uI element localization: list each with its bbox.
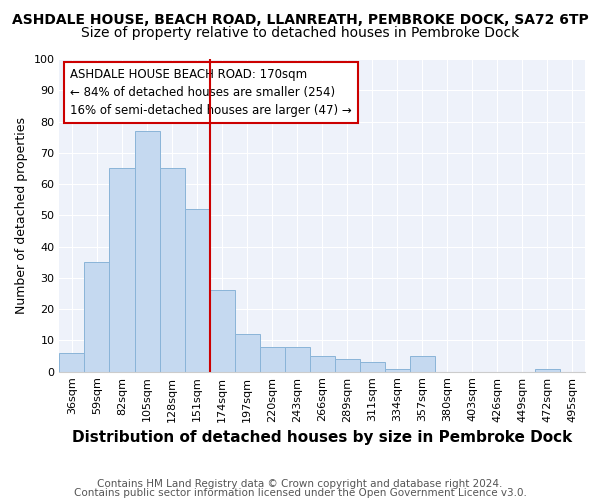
- Bar: [360, 362, 385, 372]
- Bar: [385, 368, 410, 372]
- Bar: [185, 209, 209, 372]
- Bar: [410, 356, 435, 372]
- Text: Size of property relative to detached houses in Pembroke Dock: Size of property relative to detached ho…: [81, 26, 519, 40]
- Text: ASHDALE HOUSE BEACH ROAD: 170sqm
← 84% of detached houses are smaller (254)
16% : ASHDALE HOUSE BEACH ROAD: 170sqm ← 84% o…: [70, 68, 352, 117]
- Bar: [284, 346, 310, 372]
- Bar: [335, 359, 360, 372]
- Y-axis label: Number of detached properties: Number of detached properties: [15, 117, 28, 314]
- Bar: [109, 168, 134, 372]
- X-axis label: Distribution of detached houses by size in Pembroke Dock: Distribution of detached houses by size …: [72, 430, 572, 445]
- Bar: [260, 346, 284, 372]
- Text: Contains public sector information licensed under the Open Government Licence v3: Contains public sector information licen…: [74, 488, 526, 498]
- Bar: [535, 368, 560, 372]
- Bar: [85, 262, 109, 372]
- Bar: [59, 353, 85, 372]
- Bar: [209, 290, 235, 372]
- Bar: [160, 168, 185, 372]
- Bar: [134, 131, 160, 372]
- Bar: [310, 356, 335, 372]
- Text: ASHDALE HOUSE, BEACH ROAD, LLANREATH, PEMBROKE DOCK, SA72 6TP: ASHDALE HOUSE, BEACH ROAD, LLANREATH, PE…: [11, 12, 589, 26]
- Text: Contains HM Land Registry data © Crown copyright and database right 2024.: Contains HM Land Registry data © Crown c…: [97, 479, 503, 489]
- Bar: [235, 334, 260, 372]
